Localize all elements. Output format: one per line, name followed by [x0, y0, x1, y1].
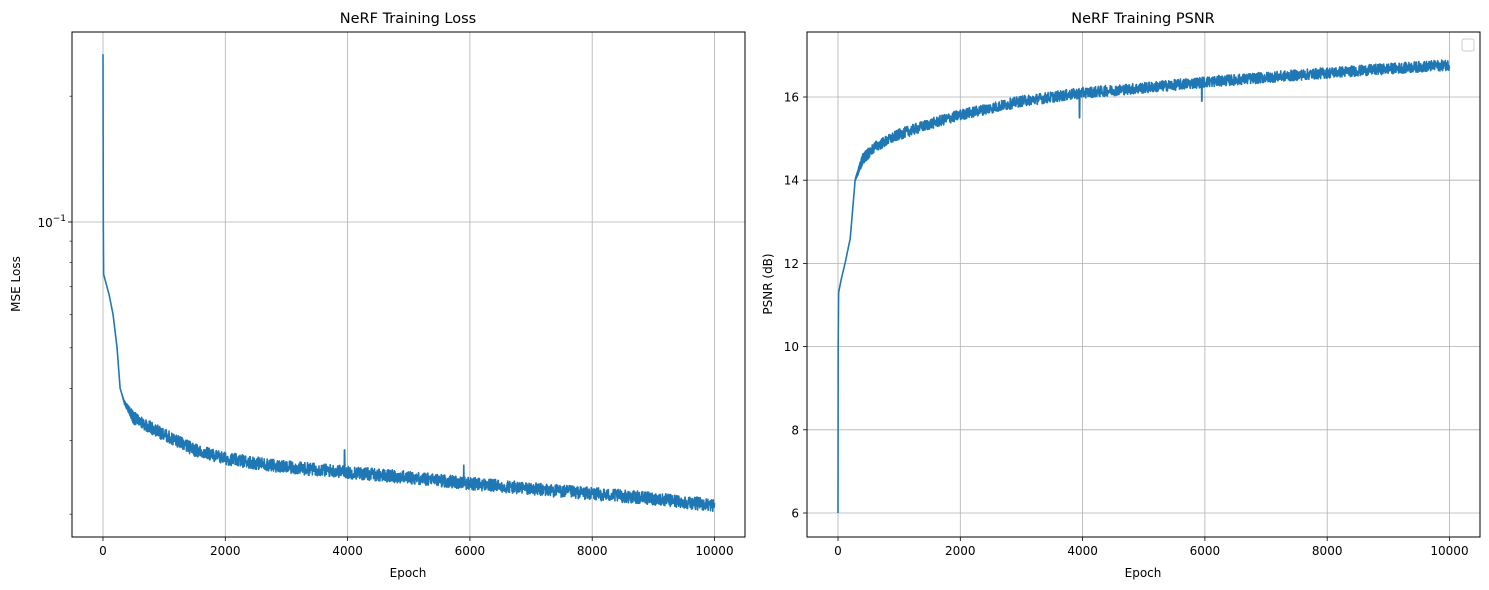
x-tick-label: 10000	[695, 544, 733, 558]
psnr-axes-frame	[806, 31, 1481, 538]
x-tick-label: 0	[99, 544, 107, 558]
loss-x-axis-label: Epoch	[390, 566, 427, 580]
loss-curve	[102, 54, 716, 513]
x-tick-label: 6000	[1190, 544, 1221, 558]
y-tick-label: 14	[784, 174, 799, 188]
loss-ticks: 0 2000 4000 6000 8000 10000 10−1	[37, 95, 734, 558]
x-tick-label: 4000	[1067, 544, 1098, 558]
x-tick-label: 0	[834, 544, 842, 558]
x-tick-label: 10000	[1430, 544, 1468, 558]
psnr-subplot: 0 2000 4000 6000 8000 10000 6 8 10 12 14 16 NeRF Tr…	[761, 11, 1481, 580]
psnr-chart-title: NeRF Training PSNR	[1071, 11, 1215, 27]
psnr-x-axis-label: Epoch	[1125, 566, 1162, 580]
x-tick-label: 2000	[210, 544, 241, 558]
psnr-y-axis-label: PSNR (dB)	[761, 253, 775, 314]
loss-y-axis-label: MSE Loss	[9, 256, 23, 312]
x-tick-label: 8000	[1312, 544, 1343, 558]
loss-grid	[72, 32, 745, 537]
y-tick-label: 12	[784, 257, 799, 271]
x-tick-label: 6000	[455, 544, 486, 558]
loss-chart-title: NeRF Training Loss	[340, 11, 476, 27]
x-tick-label: 8000	[577, 544, 608, 558]
x-tick-label: 2000	[945, 544, 976, 558]
empty-legend-box	[1461, 38, 1475, 52]
x-tick-label: 4000	[332, 544, 363, 558]
y-tick-label: 10	[784, 340, 799, 354]
y-tick-label: 10−1	[37, 214, 66, 230]
psnr-ticks: 0 2000 4000 6000 8000 10000 6 8 10 12 14 16	[784, 91, 1469, 559]
psnr-curve	[837, 59, 1451, 514]
loss-axes-frame	[71, 31, 746, 538]
y-tick-label: 6	[791, 507, 799, 521]
loss-subplot: 0 2000 4000 6000 8000 10000 10−1 NeRF Training…	[9, 11, 746, 580]
psnr-grid	[807, 32, 1480, 537]
y-tick-label: 8	[791, 423, 799, 437]
y-tick-label: 16	[784, 91, 799, 105]
